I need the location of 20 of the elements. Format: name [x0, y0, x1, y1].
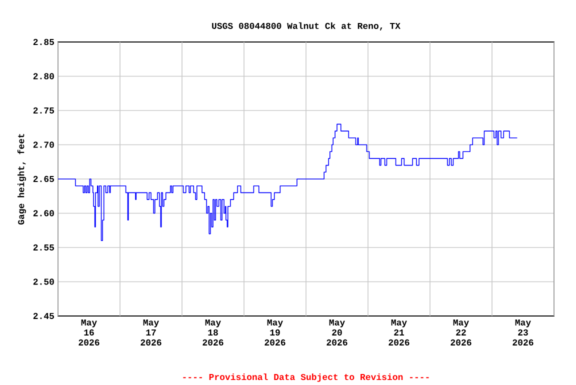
x-tick-label: May 17 2026	[140, 319, 162, 346]
y-tick-label: 2.85	[33, 38, 54, 45]
x-tick-label: May 19 2026	[264, 319, 286, 346]
y-tick-label: 2.50	[33, 278, 54, 285]
x-tick-label: May 23 2026	[512, 319, 534, 346]
x-tick-label: May 22 2026	[450, 319, 472, 346]
y-tick-label: 2.55	[33, 244, 54, 250]
x-tick-label: May 16 2026	[78, 319, 100, 346]
text: ---- Provisional Data Subject to Revision ----	[183, 373, 429, 382]
x-tick-label: May 18 2026	[202, 319, 224, 346]
x-tick-label: May 20 2026	[326, 319, 348, 346]
y-tick-label: 2.65	[33, 176, 54, 182]
chart-title: USGS 08044800 Walnut Ck at Reno, TX	[212, 22, 400, 30]
y-tick-label: 2.60	[33, 210, 54, 216]
y-tick-label: 2.70	[33, 142, 54, 148]
y-tick-label: 2.45	[33, 312, 54, 319]
x-tick-label: May 21 2026	[388, 319, 410, 346]
y-axis-title: Gage height, feet	[17, 134, 26, 224]
y-tick-label: 2.75	[33, 107, 54, 114]
y-tick-label: 2.80	[33, 73, 54, 80]
